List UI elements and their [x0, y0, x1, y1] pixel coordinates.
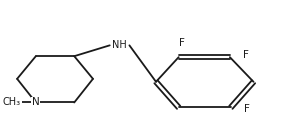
Text: F: F	[243, 50, 249, 60]
Text: N: N	[32, 98, 40, 107]
Text: F: F	[179, 38, 185, 48]
Text: CH₃: CH₃	[3, 98, 21, 107]
Text: F: F	[244, 104, 250, 114]
Text: NH: NH	[112, 40, 127, 50]
